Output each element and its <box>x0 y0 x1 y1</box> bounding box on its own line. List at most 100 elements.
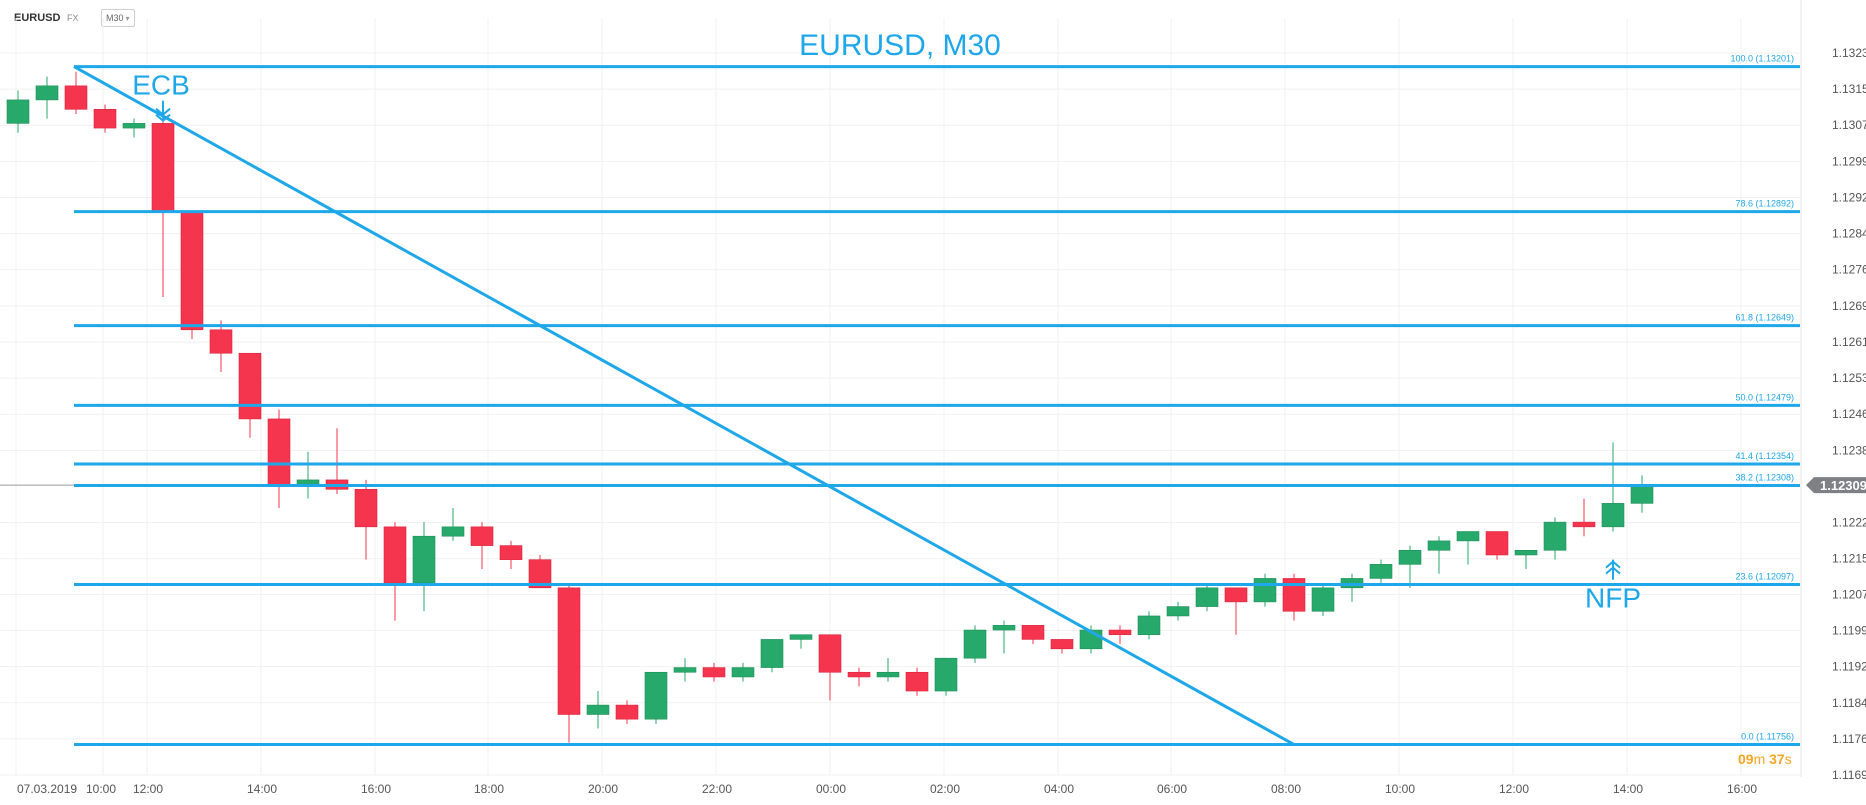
chevron-up-icon <box>1605 560 1621 575</box>
candle-body <box>557 587 581 715</box>
candle-body <box>1137 615 1161 636</box>
fib-level-label: 38.2 (1.12308) <box>1735 473 1794 483</box>
candle-body <box>1282 578 1306 612</box>
candle-body <box>876 671 900 678</box>
candle-body <box>586 704 610 715</box>
current-price-value: 1.12309 <box>1820 478 1866 493</box>
fib-level-label: 41.4 (1.12354) <box>1735 451 1794 461</box>
price-axis: 1.13230 1.13153 1.13076 1.12999 1.12922 1.128… <box>1832 46 1866 782</box>
candle-body <box>151 123 175 213</box>
candle-body <box>731 667 755 678</box>
candle-body <box>1543 521 1567 551</box>
candle-timer-part: s <box>1785 751 1792 767</box>
chevron-down-icon: ▾ <box>125 14 130 23</box>
candle-body <box>6 99 30 124</box>
time-tick-label: 12:00 <box>133 782 163 796</box>
annotations: ECB NFP <box>132 70 1641 614</box>
chart-overlays: EURUSD, M30 1.12309 09m 37s <box>0 0 1866 777</box>
candle-body <box>1311 587 1335 612</box>
fib-level-label: 100.0 (1.13201) <box>1730 54 1794 64</box>
price-tick-label: 1.13076 <box>1832 118 1866 132</box>
candle-body <box>1572 521 1596 528</box>
candle-body <box>992 625 1016 631</box>
price-tick-label: 1.12537 <box>1832 371 1866 385</box>
time-tick-label: 16:00 <box>1727 782 1757 796</box>
price-tick-label: 1.12768 <box>1832 263 1866 277</box>
time-tick-label: 22:00 <box>702 782 732 796</box>
time-tick-label: 20:00 <box>588 782 618 796</box>
chart-title: EURUSD, M30 <box>799 29 1001 62</box>
time-tick-label: 06:00 <box>1157 782 1187 796</box>
candle-body <box>847 671 871 678</box>
price-tick-label: 1.11845 <box>1832 696 1866 710</box>
candle-body <box>1630 484 1654 504</box>
candle-body <box>354 488 378 528</box>
price-tick-label: 1.13230 <box>1832 46 1866 60</box>
candle-body <box>238 352 262 420</box>
candle-timer: 09m 37s <box>1738 751 1792 767</box>
time-tick-label: 14:00 <box>1613 782 1643 796</box>
candle-body <box>1456 531 1480 542</box>
candle-body <box>702 667 726 678</box>
time-tick-label: 04:00 <box>1044 782 1074 796</box>
candle-body <box>1514 549 1538 556</box>
candle-body <box>1427 540 1451 551</box>
candle-body <box>818 634 842 673</box>
price-tick-label: 1.11768 <box>1832 732 1866 746</box>
time-tick-label: 12:00 <box>1499 782 1529 796</box>
candle-body <box>209 329 233 354</box>
time-tick-label: 02:00 <box>930 782 960 796</box>
candle-body <box>1224 587 1248 603</box>
price-tick-label: 1.12614 <box>1832 335 1866 349</box>
fib-level-label: 23.6 (1.12097) <box>1735 572 1794 582</box>
price-tick-label: 1.12383 <box>1832 443 1866 457</box>
price-tick-label: 1.11999 <box>1832 624 1866 638</box>
price-tick-label: 1.12076 <box>1832 587 1866 601</box>
price-tick-label: 1.12999 <box>1832 154 1866 168</box>
candle-body <box>267 418 291 485</box>
candle-body <box>528 559 552 589</box>
price-tick-label: 1.11691 <box>1832 768 1866 782</box>
annotation-label: ECB <box>132 70 190 101</box>
current-price-tag <box>1806 477 1866 494</box>
timeframe-select[interactable]: M30 ▾ <box>101 9 135 27</box>
candle-body <box>499 545 523 560</box>
time-tick-label: 16:00 <box>361 782 391 796</box>
annotation-label: NFP <box>1585 583 1641 614</box>
chart-toolbar: EURUSD FX M30 ▾ <box>0 0 300 40</box>
candle-body <box>1108 629 1132 636</box>
time-tick-label: 08:00 <box>1271 782 1301 796</box>
grid <box>0 18 1800 776</box>
candle-timer-part: 09 <box>1738 751 1754 767</box>
candle-body <box>673 667 697 673</box>
candle-body <box>644 671 668 720</box>
market-label: FX <box>67 13 79 23</box>
candle-body <box>1485 531 1509 556</box>
candle-body <box>1253 578 1277 603</box>
candle-timer-part: m <box>1754 751 1766 767</box>
candle-body <box>412 535 436 584</box>
time-tick-label: 10:00 <box>1385 782 1415 796</box>
candle-body <box>934 657 958 692</box>
time-tick-label: 00:00 <box>816 782 846 796</box>
time-tick-label: 07.03.2019 <box>17 782 77 796</box>
timeframe-value: M30 <box>106 13 124 23</box>
candle-body <box>296 479 320 485</box>
candle-body <box>615 704 639 720</box>
candle-body <box>1050 639 1074 650</box>
candle-body <box>1166 606 1190 617</box>
fib-level-label: 61.8 (1.12649) <box>1735 313 1794 323</box>
price-tick-label: 1.12922 <box>1832 190 1866 204</box>
price-tick-label: 1.11922 <box>1832 660 1866 674</box>
candle-body <box>1369 564 1393 579</box>
time-tick-label: 18:00 <box>474 782 504 796</box>
time-tick-label: 10:00 <box>86 782 116 796</box>
candle-body <box>93 108 117 129</box>
candle-body <box>470 526 494 546</box>
candle-body <box>35 85 59 101</box>
fib-level-label: 0.0 (1.11756) <box>1741 732 1794 742</box>
chevron-down-icon <box>155 107 171 122</box>
trendline <box>73 65 1295 746</box>
candle-body <box>905 671 929 692</box>
